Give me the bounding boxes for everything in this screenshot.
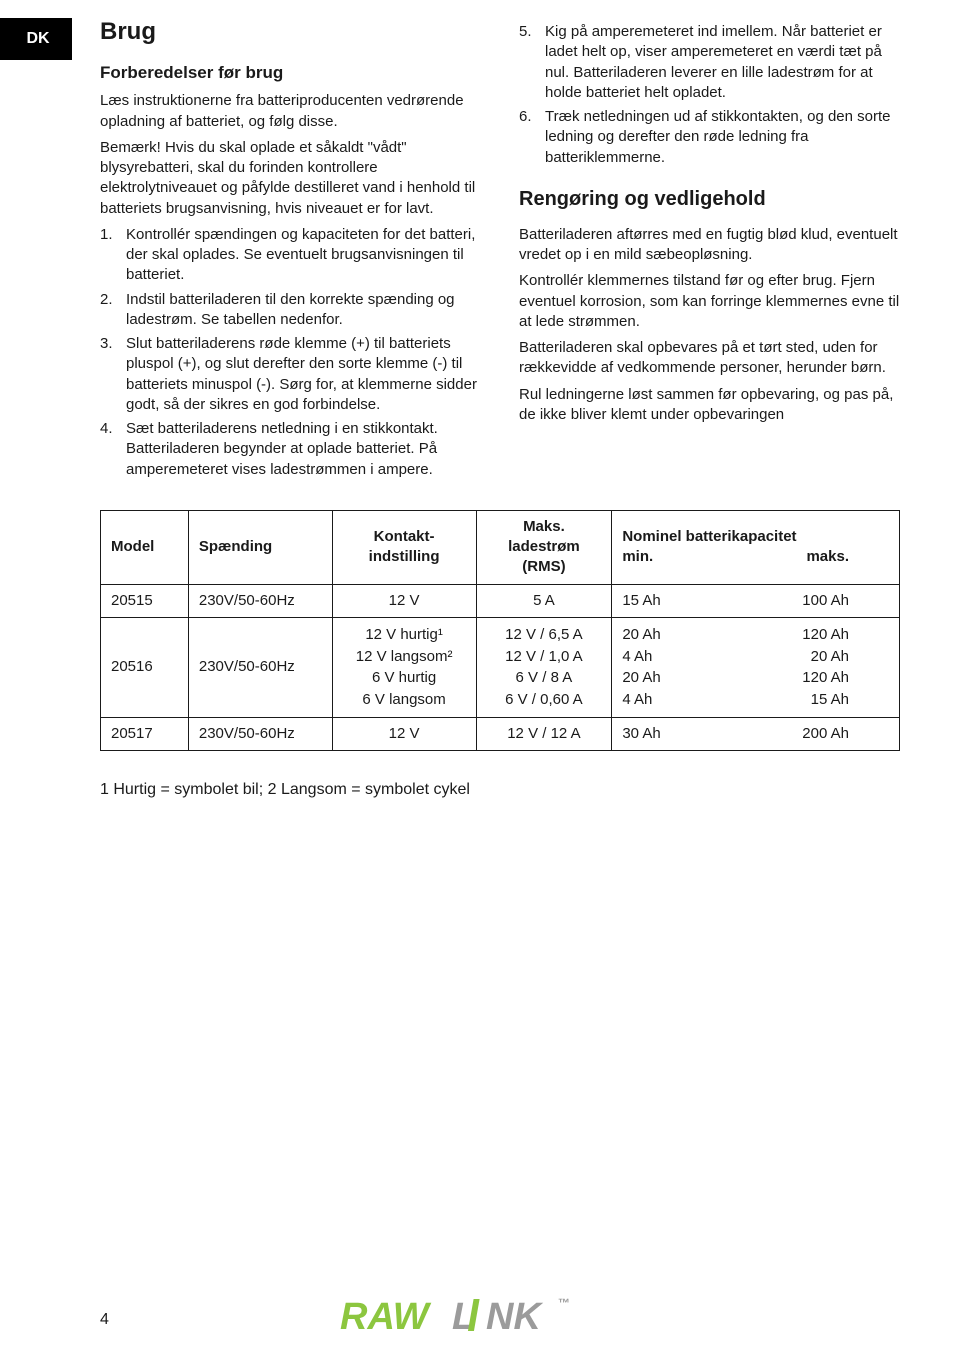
table-row: 20517 230V/50-60Hz 12 V 12 V / 12 A 30 A… — [101, 717, 900, 750]
cell-min: 30 Ah — [622, 724, 660, 744]
page-content: Brug Forberedelser før brug Læs instrukt… — [0, 0, 960, 801]
cell-line: 6 V hurtig — [343, 667, 466, 689]
cell-capacity: 15 Ah 100 Ah — [612, 584, 900, 617]
cell-min: 4 Ah — [622, 646, 652, 668]
cell-model: 20516 — [101, 617, 189, 717]
section-heading-prep: Forberedelser før brug — [100, 62, 481, 85]
step-item: Slut batteriladerens røde klemme (+) til… — [100, 334, 481, 415]
intro-paragraph-1: Læs instruktionerne fra batteriproducent… — [100, 91, 481, 132]
cell-model: 20517 — [101, 717, 189, 750]
cell-switch: 12 V — [332, 717, 476, 750]
table-footnote: 1 Hurtig = symbolet bil; 2 Langsom = sym… — [100, 779, 900, 801]
maintenance-paragraph: Batteriladeren skal opbevares på et tørt… — [519, 338, 900, 379]
cell-switch: 12 V — [332, 584, 476, 617]
table-row: 20515 230V/50-60Hz 12 V 5 A 15 Ah 100 Ah — [101, 584, 900, 617]
cell-max: 120 Ah — [802, 624, 889, 646]
table-body: 20515 230V/50-60Hz 12 V 5 A 15 Ah 100 Ah… — [101, 584, 900, 751]
brand-logo: RAW L NK ™ — [340, 1291, 620, 1347]
cell-max: 100 Ah — [802, 591, 889, 611]
cell-line: 12 V hurtig¹ — [343, 624, 466, 646]
page-number: 4 — [100, 1309, 109, 1331]
rawlink-logo-icon: RAW L NK ™ — [340, 1291, 620, 1341]
section-heading-maintenance: Rengøring og vedligehold — [519, 186, 900, 213]
step-item: Træk netledningen ud af stikkontakten, o… — [519, 107, 900, 168]
step-item: Sæt batteriladerens netledning i en stik… — [100, 419, 481, 480]
svg-text:RAW: RAW — [340, 1296, 432, 1338]
cell-line: 12 V langsom² — [343, 646, 466, 668]
th-max-label: maks. — [806, 547, 889, 567]
th-switch: Kontakt- indstilling — [332, 510, 476, 584]
cell-min: 20 Ah — [622, 624, 660, 646]
language-tag: DK — [0, 18, 72, 60]
page-title: Brug — [100, 16, 481, 48]
cell-line: 12 V / 1,0 A — [487, 646, 602, 668]
cell-min: 20 Ah — [622, 667, 660, 689]
svg-text:NK: NK — [486, 1296, 543, 1338]
step-item: Kig på amperemeteret ind imellem. Når ba… — [519, 22, 900, 103]
text-columns: Brug Forberedelser før brug Læs instrukt… — [100, 16, 900, 484]
cell-voltage: 230V/50-60Hz — [188, 717, 332, 750]
maintenance-paragraph: Kontrollér klemmernes tilstand før og ef… — [519, 271, 900, 332]
maintenance-paragraph: Rul ledningerne løst sammen før opbevari… — [519, 385, 900, 426]
th-capacity-sub: min. maks. — [622, 547, 889, 567]
cell-line: 6 V langsom — [343, 689, 466, 711]
cell-voltage: 230V/50-60Hz — [188, 584, 332, 617]
cell-current: 12 V / 12 A — [476, 717, 612, 750]
cell-line: 6 V / 8 A — [487, 667, 602, 689]
th-current: Maks. ladestrøm (RMS) — [476, 510, 612, 584]
th-voltage: Spænding — [188, 510, 332, 584]
th-min-label: min. — [622, 547, 653, 567]
th-capacity-title: Nominel batterikapacitet — [622, 527, 889, 547]
cell-max: 20 Ah — [811, 646, 889, 668]
svg-text:™: ™ — [558, 1296, 570, 1310]
table-header: Model Spænding Kontakt- indstilling Maks… — [101, 510, 900, 584]
cell-min: 15 Ah — [622, 591, 660, 611]
cell-max: 15 Ah — [811, 689, 889, 711]
th-capacity: Nominel batterikapacitet min. maks. — [612, 510, 900, 584]
cell-max: 200 Ah — [802, 724, 889, 744]
intro-paragraph-2: Bemærk! Hvis du skal oplade et såkaldt "… — [100, 138, 481, 219]
steps-list-left: Kontrollér spændingen og kapaciteten for… — [100, 225, 481, 480]
cell-model: 20515 — [101, 584, 189, 617]
step-item: Indstil batteriladeren til den korrekte … — [100, 290, 481, 331]
step-item: Kontrollér spændingen og kapaciteten for… — [100, 225, 481, 286]
cell-current: 5 A — [476, 584, 612, 617]
cell-max: 120 Ah — [802, 667, 889, 689]
right-column: Kig på amperemeteret ind imellem. Når ba… — [519, 16, 900, 484]
cell-min: 4 Ah — [622, 689, 652, 711]
cell-voltage: 230V/50-60Hz — [188, 617, 332, 717]
cell-line: 12 V / 6,5 A — [487, 624, 602, 646]
spec-table: Model Spænding Kontakt- indstilling Maks… — [100, 510, 900, 751]
steps-list-right: Kig på amperemeteret ind imellem. Når ba… — [519, 22, 900, 168]
cell-line: 6 V / 0,60 A — [487, 689, 602, 711]
maintenance-paragraph: Batteriladeren aftørres med en fugtig bl… — [519, 225, 900, 266]
th-model: Model — [101, 510, 189, 584]
cell-capacity: 30 Ah 200 Ah — [612, 717, 900, 750]
cell-capacity: 20 Ah120 Ah 4 Ah20 Ah 20 Ah120 Ah 4 Ah15… — [612, 617, 900, 717]
left-column: Brug Forberedelser før brug Læs instrukt… — [100, 16, 481, 484]
cell-current: 12 V / 6,5 A 12 V / 1,0 A 6 V / 8 A 6 V … — [476, 617, 612, 717]
table-row: 20516 230V/50-60Hz 12 V hurtig¹ 12 V lan… — [101, 617, 900, 717]
cell-switch: 12 V hurtig¹ 12 V langsom² 6 V hurtig 6 … — [332, 617, 476, 717]
